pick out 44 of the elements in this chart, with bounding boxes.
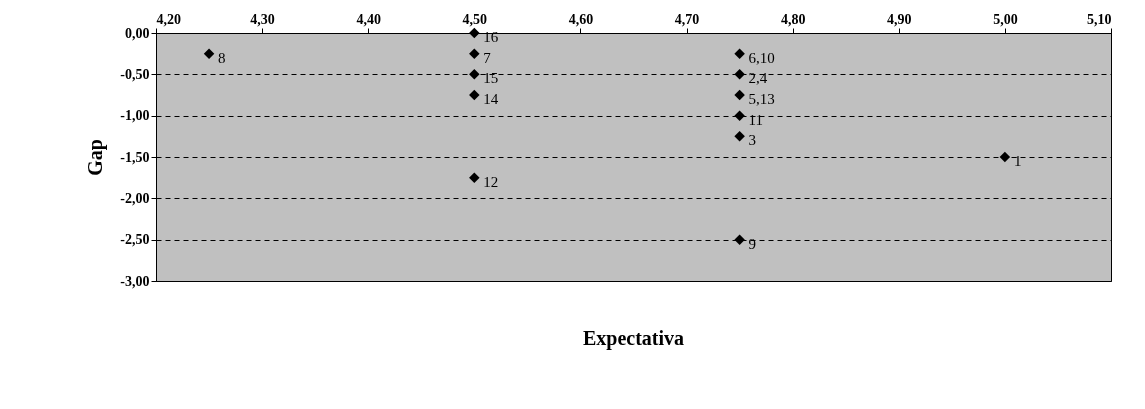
annotation: 7 bbox=[483, 49, 492, 66]
point bbox=[469, 69, 480, 80]
annotation: 9 bbox=[748, 235, 757, 252]
point bbox=[734, 110, 745, 121]
x-tick-label: 4,60 bbox=[568, 11, 594, 27]
y-tick-label: -1,00 bbox=[120, 108, 150, 124]
annotation: 5,13 bbox=[748, 91, 775, 107]
annotation: 14 bbox=[483, 91, 499, 107]
point bbox=[469, 27, 480, 39]
annotation: 11 bbox=[748, 111, 764, 128]
x-tick-label: 4,20 bbox=[156, 11, 181, 27]
annotation: 3 bbox=[748, 132, 757, 149]
x-axis-title: Expectativa bbox=[582, 327, 685, 350]
x-tick-label: 5,10 bbox=[1087, 11, 1112, 27]
point bbox=[469, 89, 480, 101]
y-tick-label: -2,50 bbox=[120, 232, 150, 248]
y-tick-label: -2,00 bbox=[120, 190, 150, 206]
annotation: 1 bbox=[1013, 153, 1022, 169]
point bbox=[999, 151, 1011, 163]
y-tick-label: -3,00 bbox=[120, 273, 150, 289]
point bbox=[734, 48, 745, 59]
annotation: 2,4 bbox=[748, 70, 768, 87]
point bbox=[469, 48, 480, 59]
x-tick-label: 4,40 bbox=[356, 11, 381, 27]
x-tick-label: 4,70 bbox=[674, 11, 700, 27]
annotation: 15 bbox=[483, 70, 499, 87]
x-tick-label: 5,00 bbox=[993, 11, 1018, 27]
x-tick-label: 4,50 bbox=[462, 11, 488, 27]
annotation: 6,10 bbox=[748, 49, 775, 66]
annotation: 8 bbox=[218, 49, 226, 66]
point bbox=[734, 69, 745, 80]
point bbox=[734, 234, 745, 245]
point bbox=[469, 172, 480, 183]
point bbox=[734, 89, 745, 101]
annotation: 12 bbox=[483, 173, 499, 190]
y-axis-title: Gap bbox=[84, 139, 108, 176]
x-tick-label: 4,30 bbox=[250, 11, 275, 27]
point bbox=[203, 48, 215, 59]
y-tick-label: -1,50 bbox=[120, 149, 150, 165]
y-tick-label: -0,50 bbox=[120, 66, 150, 82]
point bbox=[734, 131, 745, 142]
x-tick-label: 4,90 bbox=[887, 11, 912, 27]
y-tick-label: 0,00 bbox=[125, 25, 150, 41]
x-tick-label: 4,80 bbox=[780, 11, 806, 27]
